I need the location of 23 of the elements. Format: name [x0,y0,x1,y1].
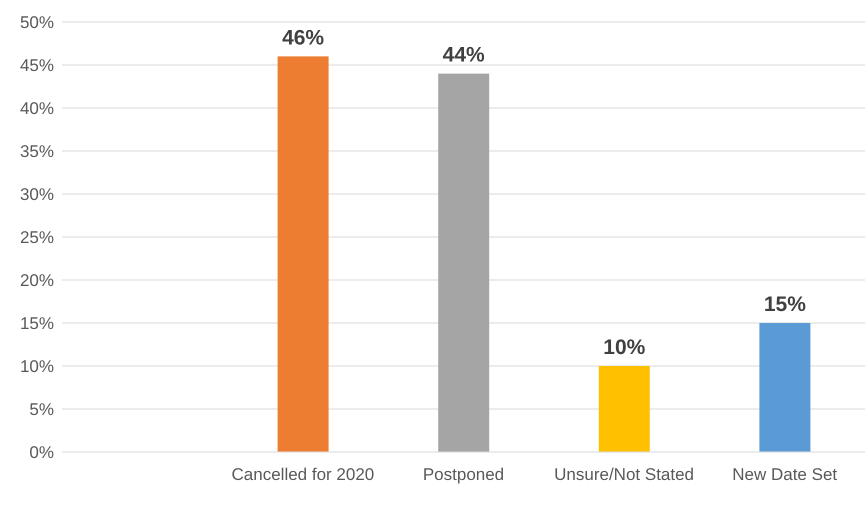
y-tick-label: 40% [20,99,54,118]
bar [598,366,650,452]
bar [278,56,329,452]
y-tick-label: 5% [29,400,54,420]
y-tick-label: 25% [20,228,54,248]
x-tick-label: Cancelled for 2020 [232,465,374,484]
y-tick-label: 20% [20,271,54,290]
bar [759,323,810,452]
bar [438,74,490,452]
data-label: 44% [442,44,486,67]
x-tick-label: Unsure/Not Stated [554,465,694,484]
y-tick-label: 0% [29,443,54,462]
y-tick-label: 50% [20,13,54,32]
y-tick-label: 10% [20,357,54,376]
data-label: 10% [603,336,646,359]
x-tick-label: New Date Set [732,465,838,484]
y-tick-label: 35% [20,142,54,162]
y-tick-label: 45% [20,56,54,76]
data-label: 46% [282,26,324,50]
y-tick-label: 15% [20,314,54,334]
data-label: 15% [764,293,806,316]
y-tick-label: 30% [20,185,54,204]
x-tick-label: Postponed [422,465,504,484]
